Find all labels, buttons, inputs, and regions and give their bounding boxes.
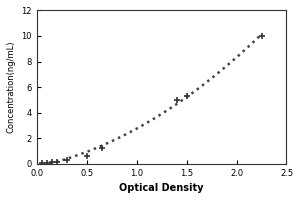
X-axis label: Optical Density: Optical Density <box>119 183 204 193</box>
Y-axis label: Concentration(ng/mL): Concentration(ng/mL) <box>7 41 16 133</box>
